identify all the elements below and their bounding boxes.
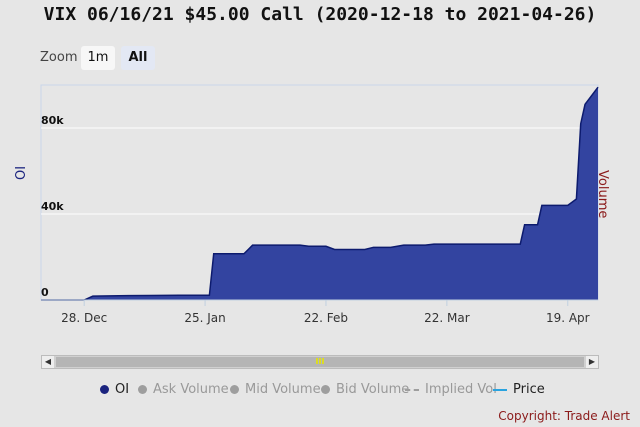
legend-dot-icon xyxy=(230,385,239,394)
scrollbar-thumb[interactable]: III xyxy=(56,357,584,367)
legend-label: Mid Volume xyxy=(245,382,321,397)
y-axis-label-oi: OI xyxy=(14,165,29,180)
zoom-all-button[interactable]: All xyxy=(121,46,155,70)
legend-item-bid-volume[interactable]: Bid Volume xyxy=(321,382,409,397)
scrollbar-grip-icon: III xyxy=(315,357,325,366)
legend-dot-icon xyxy=(321,385,330,394)
zoom-1m-button[interactable]: 1m xyxy=(81,46,115,70)
legend-dash-icon xyxy=(405,388,419,391)
legend-item-oi[interactable]: OI xyxy=(100,382,129,397)
legend-item-ask-volume[interactable]: Ask Volume xyxy=(138,382,229,397)
y-tick-label: 80k xyxy=(41,114,64,127)
zoom-label: Zoom xyxy=(40,50,78,65)
y-axis-label-volume: Volume xyxy=(595,170,610,219)
y-tick-label: 40k xyxy=(41,200,64,213)
legend-item-implied-vol[interactable]: Implied Vol xyxy=(405,382,497,397)
chart-legend: OI Ask Volume Mid Volume Bid Volume Impl… xyxy=(100,382,620,400)
legend-label: Ask Volume xyxy=(153,382,229,397)
x-tick-label: 19. Apr xyxy=(546,311,590,325)
navigator-scrollbar[interactable]: ◀ III ▶ xyxy=(41,355,599,369)
oi-line xyxy=(41,86,599,301)
legend-line-icon xyxy=(493,388,507,391)
x-tick-label: 25. Jan xyxy=(184,311,225,325)
legend-item-price[interactable]: Price xyxy=(493,382,545,397)
legend-label: OI xyxy=(115,382,130,397)
scroll-right-arrow-icon[interactable]: ▶ xyxy=(586,356,598,368)
legend-label: Bid Volume xyxy=(336,382,410,397)
legend-dot-icon xyxy=(138,385,147,394)
legend-label: Implied Vol xyxy=(425,382,497,397)
legend-dot-icon xyxy=(100,385,109,394)
oi-area xyxy=(41,87,598,301)
copyright-text: Copyright: Trade Alert xyxy=(498,409,630,423)
x-tick-label: 22. Mar xyxy=(424,311,470,325)
legend-item-mid-volume[interactable]: Mid Volume xyxy=(230,382,321,397)
scroll-left-arrow-icon[interactable]: ◀ xyxy=(42,356,54,368)
x-tick-label: 28. Dec xyxy=(61,311,107,325)
x-tick-label: 22. Feb xyxy=(304,311,348,325)
legend-label: Price xyxy=(513,382,545,397)
chart-title: VIX 06/16/21 $45.00 Call (2020-12-18 to … xyxy=(43,4,597,25)
y-tick-label: 0 xyxy=(41,286,49,299)
